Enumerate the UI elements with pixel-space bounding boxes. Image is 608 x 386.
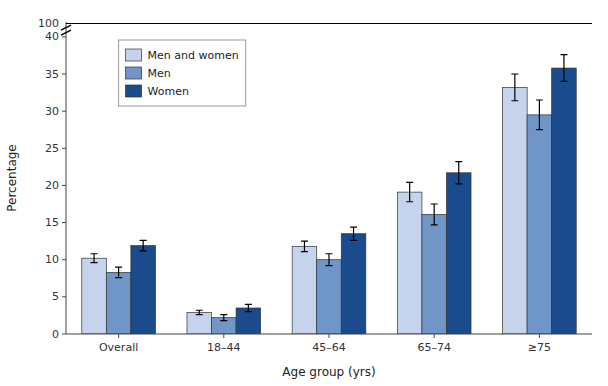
legend-box	[119, 40, 246, 106]
bar	[397, 192, 422, 334]
error-bar	[511, 74, 518, 101]
bar	[106, 272, 131, 334]
x-tick	[118, 334, 119, 338]
bar	[317, 260, 342, 334]
legend: Men and women Men Women	[119, 40, 246, 106]
y-tick	[62, 36, 66, 37]
bar	[82, 258, 107, 334]
y-axis-line	[66, 22, 67, 334]
chart: 0 5 10 15 20 25 30 35 40 Overall 18–44 45–64 65–74 ≥7…	[0, 0, 608, 386]
y-tick-label: 5	[52, 290, 59, 303]
error-bar	[350, 227, 357, 240]
y-tick	[62, 185, 66, 186]
bars	[82, 55, 576, 334]
y-tick	[62, 334, 66, 335]
x-tick	[223, 334, 224, 338]
x-tick	[329, 334, 330, 338]
legend-label: Men	[148, 67, 171, 80]
error-bar	[455, 162, 462, 184]
error-bar	[431, 204, 438, 225]
x-tick-label: Overall	[99, 341, 138, 354]
error-bar	[196, 310, 203, 314]
error-bar	[406, 182, 413, 201]
y-tick-label: 15	[45, 216, 59, 229]
y-tick-label: 20	[45, 179, 59, 192]
bar	[527, 115, 552, 334]
y-tick-label: 40	[45, 30, 59, 43]
error-bar	[326, 254, 333, 266]
y-tick	[62, 222, 66, 223]
y-tick	[62, 74, 66, 75]
y-axis-label: Percentage	[5, 144, 19, 212]
y-tick-label: 10	[45, 253, 59, 266]
error-bar	[220, 315, 227, 321]
y-tick	[62, 259, 66, 260]
annotation: 100	[38, 17, 59, 30]
y-tick	[62, 148, 66, 149]
error-bar	[115, 267, 122, 277]
y-tick-label: 30	[45, 105, 59, 118]
legend-swatch	[126, 49, 142, 61]
bar	[131, 246, 156, 334]
x-tick	[434, 334, 435, 338]
legend-label: Men and women	[148, 49, 239, 62]
y-tick	[62, 296, 66, 297]
error-bar	[560, 55, 567, 82]
bar	[446, 173, 471, 334]
break-mark	[61, 30, 71, 35]
x-tick	[539, 334, 540, 338]
x-tick-label: 65–74	[417, 341, 451, 354]
bar	[422, 214, 447, 334]
error-bar	[91, 254, 98, 263]
legend-label: Women	[148, 85, 189, 98]
chart-container: 0 5 10 15 20 25 30 35 40 Overall 18–44 45–64 65–74 ≥7…	[0, 0, 608, 386]
error-bar	[536, 100, 543, 130]
x-tick-label: ≥75	[528, 341, 551, 354]
x-tick-label: 18–44	[207, 341, 241, 354]
legend-swatch	[126, 67, 142, 79]
error-bar	[245, 304, 252, 311]
bar	[187, 312, 212, 334]
bar	[341, 234, 366, 334]
error-bar	[301, 241, 308, 251]
x-tick-label: 45–64	[312, 341, 346, 354]
bar	[292, 246, 317, 334]
y-tick	[62, 111, 66, 112]
x-axis-label: Age group (yrs)	[282, 365, 375, 379]
error-bar	[140, 240, 147, 250]
y-tick-label: 0	[52, 328, 59, 341]
break-line	[66, 23, 592, 24]
bar	[552, 68, 577, 334]
break-mark	[61, 25, 71, 30]
legend-swatch	[126, 85, 142, 97]
bar	[503, 87, 528, 334]
y-tick-label: 35	[45, 68, 59, 81]
y-tick-label: 25	[45, 142, 59, 155]
